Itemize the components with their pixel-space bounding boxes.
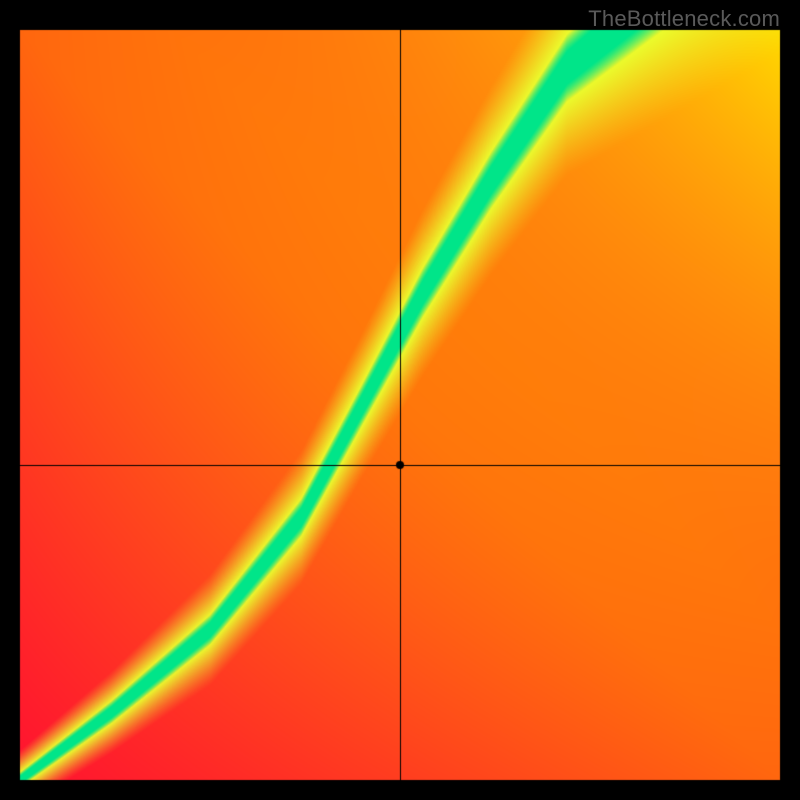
watermark-text: TheBottleneck.com — [588, 6, 780, 32]
chart-container: TheBottleneck.com — [0, 0, 800, 800]
bottleneck-heatmap — [0, 0, 800, 800]
